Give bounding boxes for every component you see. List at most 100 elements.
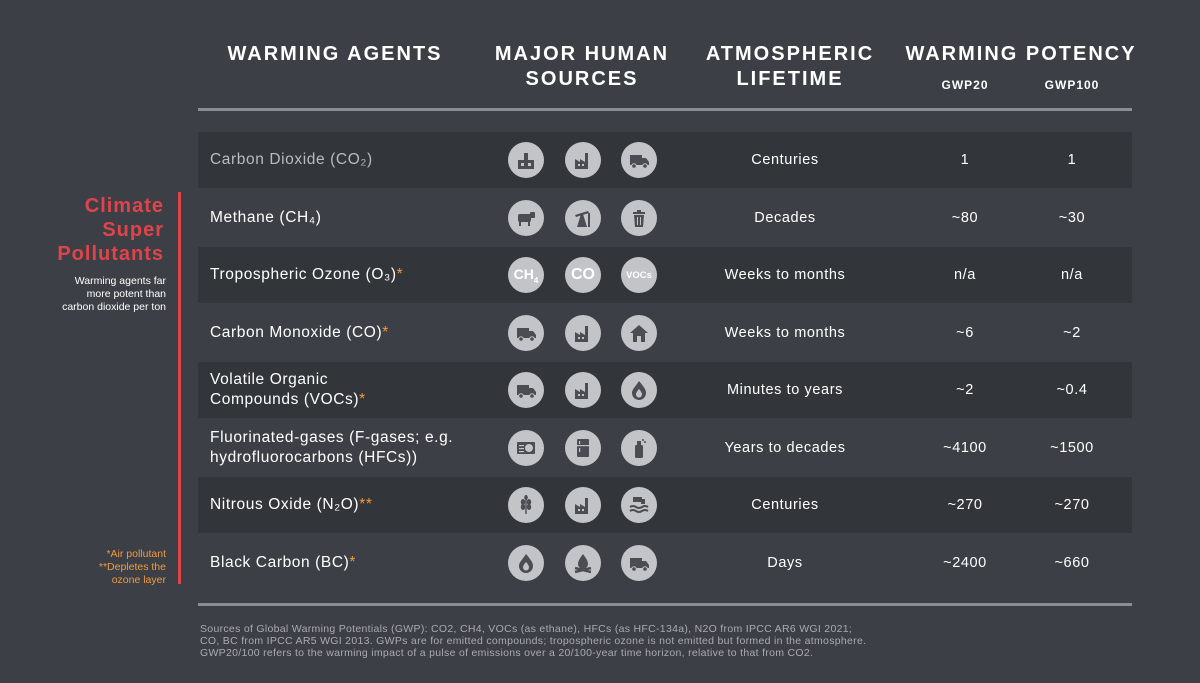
header-lifetime-line1: ATMOSPHERIC: [705, 43, 875, 65]
gwp20-value: ~80: [951, 209, 979, 226]
gwp20-value: ~2400: [943, 555, 987, 571]
gwp20-value: ~2: [956, 382, 974, 398]
table-row: Fluorinated-gases (F-gases; e.g. hydroflu…: [198, 420, 1132, 475]
agent-name: Carbon Monoxide (CO)*: [210, 323, 389, 343]
atmospheric-lifetime: Weeks to months: [724, 267, 846, 283]
vocs-label: VOCs: [626, 269, 652, 281]
gwp100-value: 1: [1067, 152, 1077, 168]
agent-name: Volatile Organic Compounds (VOCs)*: [210, 370, 366, 410]
footnote-marker: *: [382, 324, 389, 341]
vocs-text-icon: VOCs: [621, 257, 657, 293]
footnote-marker: **: [359, 496, 373, 513]
atmospheric-lifetime: Days: [767, 555, 803, 571]
climate-super-pollutants-note: Warming agents far more potent than carb…: [30, 275, 166, 314]
footnote-line2: CO, BC from IPCC AR5 WGI 2013. GWPs are …: [200, 635, 867, 647]
oil-pump-icon: [565, 199, 601, 236]
super-pollutants-bracket: [178, 192, 181, 584]
industry-icon: [565, 372, 601, 408]
refrigerator-icon: [565, 429, 601, 466]
csp-note-line1: Warming agents far: [74, 275, 166, 287]
flame-icon: [621, 372, 657, 408]
header-divider: [198, 108, 1132, 111]
ch4-label: CH4: [513, 265, 539, 285]
agent-name-line1: Carbon Monoxide (CO)*: [210, 324, 389, 341]
gwp20-value: n/a: [954, 267, 976, 283]
csp-title-line2: Super: [102, 219, 164, 241]
industry-icon: [565, 142, 601, 178]
csp-title-line3: Pollutants: [57, 243, 164, 265]
footnote-line3: GWP20/100 refers to the warming impact o…: [200, 647, 814, 659]
agent-name-line1: Methane (CH₄): [210, 208, 322, 226]
table-row: Black Carbon (BC)* Days ~2400 ~660: [198, 535, 1132, 591]
footer-divider: [198, 603, 1132, 606]
header-lifetime-line2: LIFETIME: [736, 68, 844, 90]
atmospheric-lifetime: Decades: [754, 209, 816, 226]
header-major-human-sources: MAJOR HUMAN SOURCES: [482, 42, 682, 92]
agent-name: Carbon Dioxide (CO₂): [210, 150, 373, 170]
agent-name: Nitrous Oxide (N₂O)**: [210, 495, 372, 515]
climate-super-pollutants-title: Climate Super Pollutants: [30, 194, 164, 266]
header-sources-line1: MAJOR HUMAN: [494, 43, 670, 65]
atmospheric-lifetime: Centuries: [751, 152, 819, 168]
truck-icon: [621, 142, 657, 178]
flame-icon: [508, 545, 544, 581]
legend-depletes-ozone-line1: **Depletes the: [98, 561, 166, 573]
csp-title-line1: Climate: [84, 195, 164, 217]
agent-name-line1: Volatile Organic: [210, 371, 329, 388]
footnote-marker: *: [349, 554, 357, 571]
truck-icon: [621, 545, 657, 581]
agent-name: Methane (CH₄): [210, 208, 321, 228]
header-warming-agents: WARMING AGENTS: [227, 43, 443, 65]
legend-depletes-ozone-line2: ozone layer: [111, 574, 166, 586]
header-warming-potency: WARMING POTENCY: [905, 43, 1137, 65]
air-conditioner-icon: [508, 429, 544, 466]
agent-name-line1: Carbon Dioxide (CO₂): [210, 151, 373, 168]
trash-icon: [621, 199, 657, 236]
co-text-icon: CO: [565, 257, 601, 293]
agent-name-line1: Black Carbon (BC)*: [210, 554, 357, 571]
footnote-marker: *: [396, 266, 404, 283]
agent-name: Fluorinated-gases (F-gases; e.g. hydroflu…: [210, 428, 453, 468]
gwp20-value: ~270: [947, 497, 983, 513]
footnote-legend: *Air pollutant **Depletes the ozone laye…: [40, 548, 166, 587]
truck-icon: [508, 372, 544, 408]
gwp100-value: ~30: [1058, 209, 1086, 226]
house-icon: [621, 315, 657, 351]
atmospheric-lifetime: Minutes to years: [727, 382, 843, 398]
spray-can-icon: [621, 429, 657, 466]
legend-air-pollutant: *Air pollutant: [106, 548, 166, 560]
table-row: Carbon Monoxide (CO)* Weeks to months ~6 ~2: [198, 305, 1132, 361]
ch4-text-icon: CH4: [508, 257, 544, 293]
gwp100-value: ~660: [1054, 555, 1090, 571]
gwp100-value: n/a: [1061, 267, 1083, 283]
agent-name-line1: Tropospheric Ozone (O₃)*: [210, 266, 404, 283]
csp-note-line2: more potent than: [86, 288, 166, 300]
table-row: Nitrous Oxide (N₂O)** Centuries ~270 ~270: [198, 477, 1132, 533]
header-atmospheric-lifetime: ATMOSPHERIC LIFETIME: [690, 42, 890, 92]
table-row: Volatile Organic Compounds (VOCs)* Minutes…: [198, 362, 1132, 418]
wastewater-icon: [621, 487, 657, 523]
agent-name-line2: Compounds (VOCs)*: [210, 391, 366, 408]
footnote-line1: Sources of Global Warming Potentials (GW…: [200, 623, 853, 635]
campfire-icon: [565, 545, 601, 581]
gwp20-value: ~6: [956, 325, 974, 341]
sources-footnote: Sources of Global Warming Potentials (GW…: [200, 623, 1120, 659]
gwp20-value: ~4100: [943, 439, 987, 456]
table-row: Tropospheric Ozone (O₃)* CH4 CO VOCs Weeks t…: [198, 247, 1132, 303]
agent-name-line2: hydrofluorocarbons (HFCs)): [210, 448, 418, 466]
agent-name: Tropospheric Ozone (O₃)*: [210, 265, 403, 285]
gwp100-value: ~1500: [1050, 439, 1094, 456]
csp-note-line3: carbon dioxide per ton: [62, 301, 166, 313]
co-label: CO: [571, 266, 595, 283]
truck-icon: [508, 315, 544, 351]
industry-icon: [565, 487, 601, 523]
gwp20-value: 1: [960, 152, 970, 168]
table-row: Methane (CH₄) Decades ~80 ~30: [198, 190, 1132, 245]
wheat-icon: [508, 487, 544, 523]
agent-name-line1: Nitrous Oxide (N₂O)**: [210, 496, 373, 513]
agent-name-line1: Fluorinated-gases (F-gases; e.g.: [210, 428, 454, 446]
factory-icon: [508, 142, 544, 178]
industry-icon: [565, 315, 601, 351]
gwp100-value: ~2: [1063, 325, 1081, 341]
atmospheric-lifetime: Weeks to months: [724, 325, 846, 341]
